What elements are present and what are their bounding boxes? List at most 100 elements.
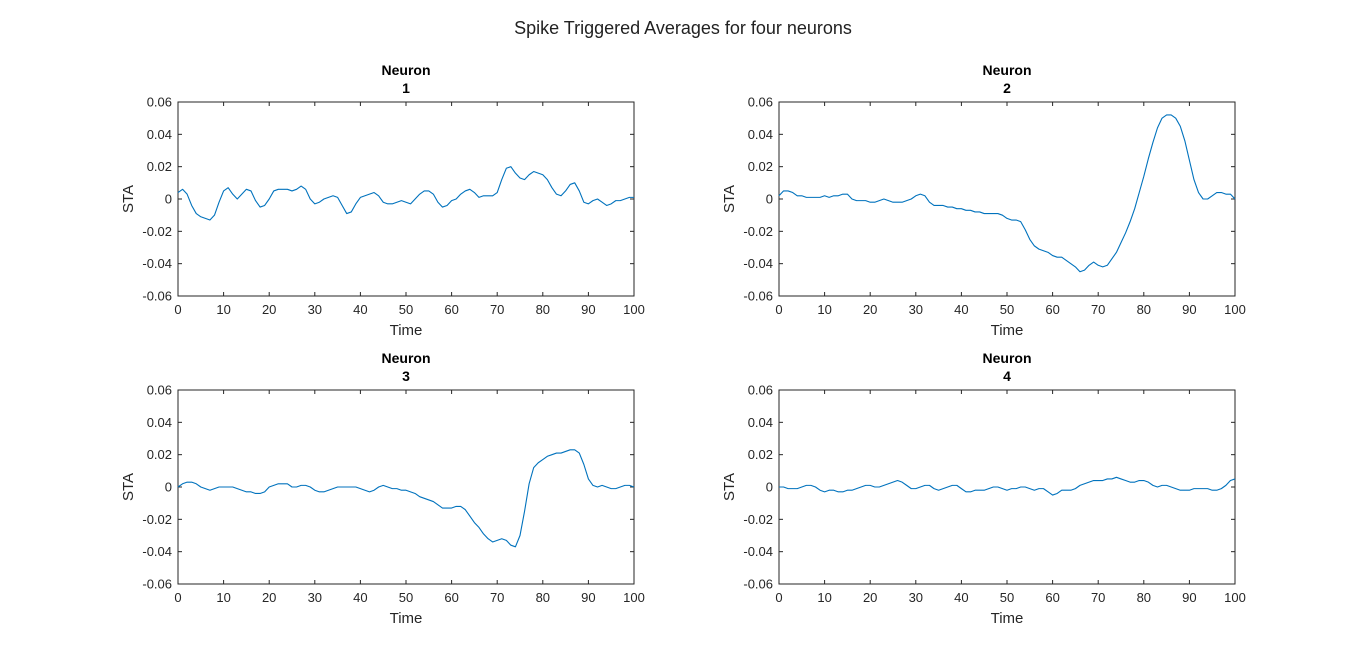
x-tick-label: 40	[954, 590, 968, 605]
y-tick-label: 0.06	[748, 95, 773, 110]
x-tick-label: 10	[817, 302, 831, 317]
y-tick-label: 0.04	[147, 127, 172, 142]
subplot-neuron-4: 0 10 20 30 40 50 60 70 80 90 100 -0.06 -0.04 -0.02 0 0.…	[721, 350, 1246, 627]
y-tick-label: 0.02	[147, 159, 172, 174]
x-tick-label: 90	[1182, 302, 1196, 317]
x-tick-label: 50	[399, 590, 413, 605]
y-tick-label: 0.04	[147, 415, 172, 430]
subplot-title: Neuron	[382, 62, 431, 78]
x-tick-label: 50	[399, 302, 413, 317]
x-tick-label: 60	[444, 302, 458, 317]
figure-title: Spike Triggered Averages for four neuron…	[514, 18, 852, 38]
y-tick-label: -0.02	[142, 512, 172, 527]
x-tick-label: 20	[863, 590, 877, 605]
x-tick-label: 0	[775, 302, 782, 317]
y-tick-label: -0.06	[743, 577, 773, 592]
x-tick-label: 40	[353, 590, 367, 605]
x-tick-label: 70	[1091, 590, 1105, 605]
x-tick-label: 30	[909, 302, 923, 317]
x-tick-label: 80	[536, 590, 550, 605]
subplot-title-number: 3	[402, 368, 410, 384]
x-tick-label: 0	[775, 590, 782, 605]
x-axis-label: Time	[390, 610, 423, 627]
y-tick-label: -0.02	[743, 224, 773, 239]
y-tick-label: 0.06	[748, 383, 773, 398]
y-axis-label: STA	[120, 473, 137, 501]
x-tick-label: 80	[1137, 590, 1151, 605]
axes-box	[778, 389, 1236, 585]
y-tick-label: -0.04	[743, 256, 773, 271]
x-tick-label: 70	[1091, 302, 1105, 317]
y-tick-label: -0.06	[142, 289, 172, 304]
y-tick-label: -0.04	[142, 256, 172, 271]
x-axis-label: Time	[390, 322, 423, 339]
subplot-title: Neuron	[382, 350, 431, 366]
x-tick-label: 10	[817, 590, 831, 605]
x-tick-label: 30	[308, 302, 322, 317]
subplot-title-number: 2	[1003, 80, 1011, 96]
x-tick-label: 50	[1000, 590, 1014, 605]
x-tick-label: 10	[216, 302, 230, 317]
x-tick-label: 70	[490, 302, 504, 317]
axes-box	[177, 101, 635, 297]
x-tick-label: 90	[1182, 590, 1196, 605]
y-tick-label: 0.04	[748, 415, 773, 430]
y-tick-label: -0.02	[743, 512, 773, 527]
x-tick-label: 90	[581, 302, 595, 317]
x-tick-label: 90	[581, 590, 595, 605]
x-tick-label: 40	[353, 302, 367, 317]
y-tick-label: 0.04	[748, 127, 773, 142]
y-tick-label: 0	[766, 480, 773, 495]
x-tick-label: 50	[1000, 302, 1014, 317]
y-tick-label: -0.06	[743, 289, 773, 304]
sta-line-series-1	[778, 114, 1236, 273]
x-tick-label: 40	[954, 302, 968, 317]
y-tick-label: -0.02	[142, 224, 172, 239]
y-tick-label: 0	[165, 192, 172, 207]
sta-line-series-1	[779, 476, 1236, 496]
y-tick-label: -0.04	[142, 544, 172, 559]
x-axis-label: Time	[991, 322, 1024, 339]
x-tick-label: 100	[1224, 590, 1246, 605]
subplot-neuron-2: 0 10 20 30 40 50 60 70 80 90 100 -0.06 -0.04 -0.02 0 0.…	[721, 62, 1246, 339]
subplot-title: Neuron	[983, 62, 1032, 78]
y-tick-label: 0.02	[147, 447, 172, 462]
x-tick-label: 70	[490, 590, 504, 605]
y-axis-label: STA	[120, 185, 137, 213]
x-tick-label: 100	[623, 302, 645, 317]
y-axis-label: STA	[721, 185, 738, 213]
axes-box	[778, 101, 1236, 297]
x-tick-label: 60	[1045, 302, 1059, 317]
subplot-neuron-1: 0 10 20 30 40 50 60 70 80 90 100 -0.06 -0.04 -0.02 0 0.…	[120, 62, 645, 339]
x-axis-label: Time	[991, 610, 1024, 627]
y-tick-label: 0.06	[147, 383, 172, 398]
subplot-neuron-3: 0 10 20 30 40 50 60 70 80 90 100 -0.06 -0.04 -0.02 0 0.…	[120, 350, 645, 627]
x-tick-label: 30	[909, 590, 923, 605]
y-tick-label: -0.06	[142, 577, 172, 592]
y-tick-label: -0.04	[743, 544, 773, 559]
sta-line-series-1	[177, 449, 635, 548]
x-tick-label: 60	[1045, 590, 1059, 605]
x-tick-label: 20	[863, 302, 877, 317]
x-tick-label: 20	[262, 302, 276, 317]
x-tick-label: 80	[536, 302, 550, 317]
subplot-title-number: 1	[402, 80, 410, 96]
y-tick-label: 0.02	[748, 159, 773, 174]
y-tick-label: 0	[766, 192, 773, 207]
y-axis-label: STA	[721, 473, 738, 501]
y-tick-label: 0	[165, 480, 172, 495]
y-tick-label: 0.06	[147, 95, 172, 110]
x-tick-label: 30	[308, 590, 322, 605]
axes-box	[177, 389, 635, 585]
x-tick-label: 100	[1224, 302, 1246, 317]
subplot-title-number: 4	[1003, 368, 1011, 384]
x-tick-label: 0	[174, 302, 181, 317]
subplot-title: Neuron	[983, 350, 1032, 366]
sta-line-series-1	[177, 166, 634, 221]
x-tick-label: 0	[174, 590, 181, 605]
y-tick-label: 0.02	[748, 447, 773, 462]
x-tick-label: 10	[216, 590, 230, 605]
x-tick-label: 100	[623, 590, 645, 605]
